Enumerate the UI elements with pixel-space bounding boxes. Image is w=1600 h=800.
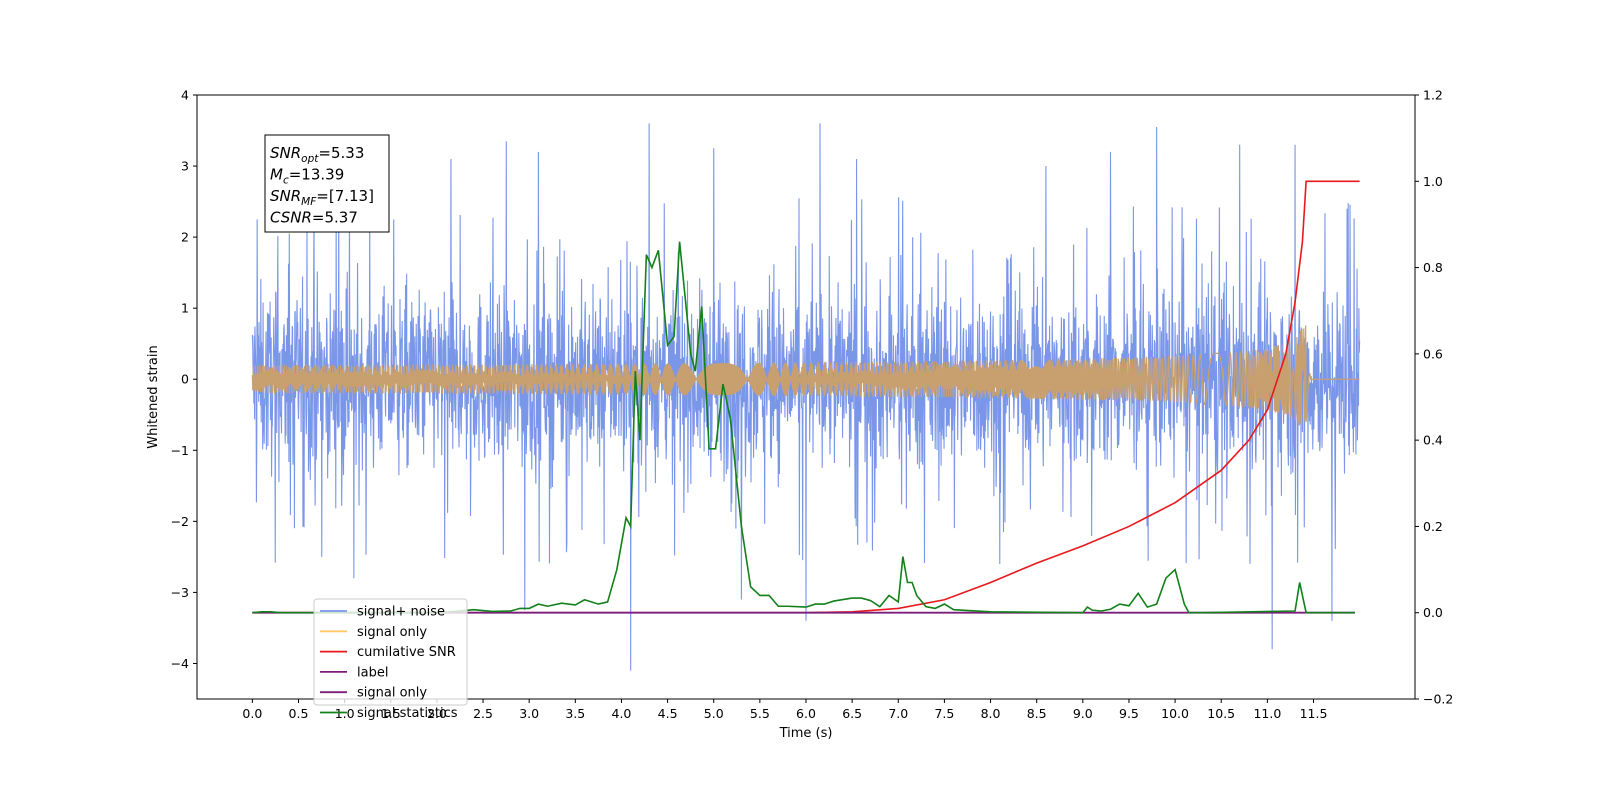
series-signal-noise <box>251 123 1361 671</box>
y-tick-label: 1 <box>181 301 189 316</box>
y-tick-label: −3 <box>171 585 189 600</box>
x-tick-label: 5.5 <box>750 706 770 721</box>
x-axis-ticks: 0.0 0.5 1.0 1.5 2.0 2.5 3.0 3.5 4.0 4.5 5.0 5.5 6.0 6… <box>242 699 1327 721</box>
y-tick-label: −4 <box>171 656 189 671</box>
y-tick-label: −2 <box>171 514 189 529</box>
y2-tick-label: 1.2 <box>1423 88 1443 103</box>
x-tick-label: 8.5 <box>1027 706 1047 721</box>
y2-tick-label: 0.6 <box>1423 346 1443 361</box>
x-tick-label: 5.0 <box>704 706 724 721</box>
series-signal-only <box>251 325 1360 426</box>
x-tick-label: 7.0 <box>888 706 908 721</box>
annotation-line: SNRMF=[7.13] <box>270 187 374 208</box>
x-tick-label: 6.0 <box>796 706 816 721</box>
x-tick-label: 11.5 <box>1300 706 1328 721</box>
legend-label: label <box>357 665 388 680</box>
legend-label: signal statistics <box>357 706 458 721</box>
y-tick-label: 0 <box>181 372 189 387</box>
x-tick-label: 9.0 <box>1073 706 1093 721</box>
legend-label: signal only <box>357 625 427 640</box>
y2-axis-ticks: 1.2 1.0 0.8 0.6 0.4 0.2 0.0 −0.2 <box>1415 88 1453 707</box>
y-tick-label: −1 <box>171 443 189 458</box>
annotation-frame <box>264 134 390 233</box>
y2-tick-label: 0.8 <box>1423 260 1443 275</box>
x-tick-label: 3.0 <box>519 706 539 721</box>
y2-tick-label: 1.0 <box>1423 174 1443 189</box>
y2-tick-label: 0.2 <box>1423 519 1443 534</box>
x-axis-label: Time (s) <box>779 726 833 741</box>
legend-label: cumilative SNR <box>357 645 456 660</box>
y-axis-label: Whitened strain <box>146 345 161 448</box>
x-tick-label: 4.0 <box>612 706 632 721</box>
annotation-line: Mc=13.39 <box>270 166 344 187</box>
x-tick-label: 1.5 <box>381 706 401 721</box>
x-tick-label: 1.0 <box>335 706 355 721</box>
x-tick-label: 9.5 <box>1119 706 1139 721</box>
annotation-line: CSNR=5.37 <box>270 209 358 227</box>
legend-label: signal only <box>357 686 427 701</box>
x-tick-label: 2.5 <box>473 706 493 721</box>
x-tick-label: 0.0 <box>242 706 262 721</box>
legend-frame <box>313 598 468 706</box>
series-cumulative-snr <box>252 180 1360 614</box>
y-tick-label: 2 <box>181 230 189 245</box>
x-tick-label: 10.0 <box>1161 706 1189 721</box>
x-tick-label: 4.5 <box>658 706 678 721</box>
y-tick-label: 3 <box>181 159 189 174</box>
x-tick-label: 10.5 <box>1207 706 1235 721</box>
y2-tick-label: 0.0 <box>1423 605 1443 620</box>
x-tick-label: 2.0 <box>427 706 447 721</box>
x-tick-label: 7.5 <box>934 706 954 721</box>
legend: signal+ noise signal only cumilative SNR la… <box>313 598 468 721</box>
y-axis-ticks: 4 3 2 1 0 −1 −2 −3 −4 <box>171 88 197 671</box>
x-tick-label: 6.5 <box>842 706 862 721</box>
y2-tick-label: 0.4 <box>1423 433 1443 448</box>
x-tick-label: 3.5 <box>565 706 585 721</box>
x-tick-label: 11.0 <box>1253 706 1281 721</box>
series-signal-statistics <box>252 241 1356 614</box>
y2-tick-label: −0.2 <box>1423 692 1453 707</box>
x-tick-label: 0.5 <box>289 706 309 721</box>
annotation-line: SNRopt=5.33 <box>270 144 364 165</box>
legend-label: signal+ noise <box>357 605 445 620</box>
plot-area <box>251 123 1361 671</box>
y-tick-label: 4 <box>181 88 189 103</box>
x-tick-label: 8.0 <box>981 706 1001 721</box>
